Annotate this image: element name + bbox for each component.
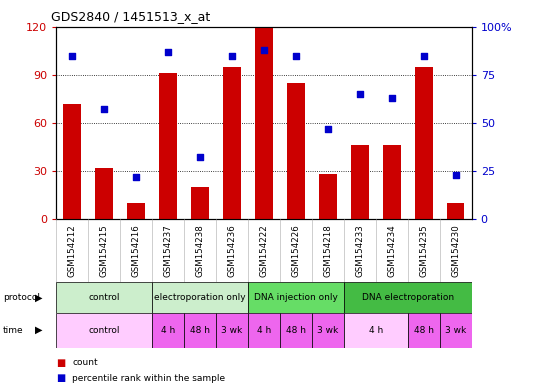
Text: 3 wk: 3 wk [221, 326, 243, 335]
Bar [191, 187, 209, 219]
Text: ▶: ▶ [35, 293, 42, 303]
Text: GSM154235: GSM154235 [419, 224, 428, 277]
Bar [152, 313, 184, 348]
Text: GSM154226: GSM154226 [292, 224, 301, 277]
Bar [95, 168, 113, 219]
Text: GSM154237: GSM154237 [163, 224, 173, 277]
Text: GSM154215: GSM154215 [100, 224, 109, 277]
Text: protocol: protocol [3, 293, 40, 302]
Bar [440, 313, 472, 348]
Bar [415, 67, 433, 219]
Bar [56, 313, 152, 348]
Point [164, 49, 173, 55]
Bar [351, 145, 369, 219]
Text: 4 h: 4 h [369, 326, 383, 335]
Text: GSM154222: GSM154222 [259, 224, 269, 277]
Bar [216, 313, 248, 348]
Bar [248, 313, 280, 348]
Bar [447, 203, 465, 219]
Text: GSM154216: GSM154216 [132, 224, 140, 277]
Point [68, 53, 77, 59]
Text: DNA injection only: DNA injection only [254, 293, 338, 302]
Text: GSM154218: GSM154218 [323, 224, 332, 277]
Point [324, 126, 332, 132]
Text: ▶: ▶ [35, 325, 42, 335]
Bar [128, 203, 145, 219]
Text: GSM154233: GSM154233 [355, 224, 364, 277]
Point [420, 53, 428, 59]
Bar [287, 83, 305, 219]
Text: ■: ■ [56, 358, 65, 368]
Point [100, 106, 108, 113]
Bar [255, 27, 273, 219]
Text: time: time [3, 326, 23, 335]
Point [260, 47, 269, 53]
Bar [408, 313, 440, 348]
Point [196, 154, 204, 161]
Text: GSM154234: GSM154234 [388, 224, 396, 277]
Bar [152, 282, 248, 313]
Bar [56, 282, 152, 313]
Bar [223, 67, 241, 219]
Bar [184, 313, 216, 348]
Bar [344, 282, 472, 313]
Text: GSM154236: GSM154236 [227, 224, 236, 277]
Text: ■: ■ [56, 373, 65, 383]
Bar [159, 73, 177, 219]
Text: control: control [88, 293, 120, 302]
Bar [248, 282, 344, 313]
Point [355, 91, 364, 97]
Text: GSM154230: GSM154230 [451, 224, 460, 277]
Bar [312, 313, 344, 348]
Text: 3 wk: 3 wk [445, 326, 466, 335]
Bar [319, 174, 337, 219]
Text: 3 wk: 3 wk [317, 326, 339, 335]
Text: percentile rank within the sample: percentile rank within the sample [72, 374, 226, 383]
Text: electroporation only: electroporation only [154, 293, 246, 302]
Bar [383, 145, 400, 219]
Text: 48 h: 48 h [286, 326, 306, 335]
Text: GSM154212: GSM154212 [68, 224, 77, 277]
Text: 4 h: 4 h [161, 326, 175, 335]
Point [451, 172, 460, 178]
Point [228, 53, 236, 59]
Point [132, 174, 140, 180]
Bar [344, 313, 408, 348]
Text: 48 h: 48 h [190, 326, 210, 335]
Text: 4 h: 4 h [257, 326, 271, 335]
Text: count: count [72, 358, 98, 367]
Text: DNA electroporation: DNA electroporation [362, 293, 454, 302]
Text: GSM154238: GSM154238 [196, 224, 205, 277]
Point [292, 53, 300, 59]
Text: 48 h: 48 h [414, 326, 434, 335]
Point [388, 95, 396, 101]
Bar [63, 104, 81, 219]
Bar [280, 313, 312, 348]
Text: control: control [88, 326, 120, 335]
Text: GDS2840 / 1451513_x_at: GDS2840 / 1451513_x_at [51, 10, 210, 23]
